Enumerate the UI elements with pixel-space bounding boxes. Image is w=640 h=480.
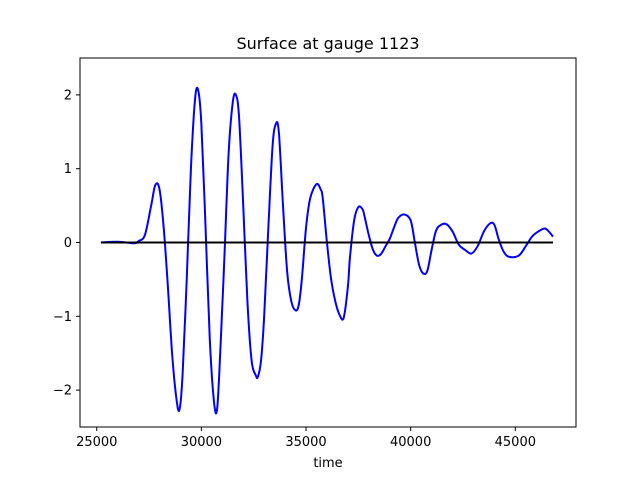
y-tick-label: 1 — [64, 162, 72, 177]
x-tick-label: 45000 — [495, 435, 536, 450]
y-axis-ticks: −2 −1 0 1 2 — [53, 88, 80, 399]
y-tick-label: −2 — [53, 384, 72, 399]
series-line-1 — [100, 86, 554, 415]
chart-title: Surface at gauge 1123 — [236, 34, 419, 53]
x-tick-label: 25000 — [76, 435, 117, 450]
x-tick-label: 35000 — [285, 435, 326, 450]
x-axis-label: time — [313, 456, 342, 471]
x-axis-ticks: 25000 30000 35000 40000 45000 — [76, 427, 536, 450]
x-tick-label: 40000 — [390, 435, 431, 450]
y-tick-label: −1 — [53, 310, 72, 325]
x-tick-label: 30000 — [181, 435, 222, 450]
series-layer — [100, 86, 554, 415]
y-tick-label: 0 — [64, 236, 72, 251]
y-tick-label: 2 — [64, 88, 72, 103]
